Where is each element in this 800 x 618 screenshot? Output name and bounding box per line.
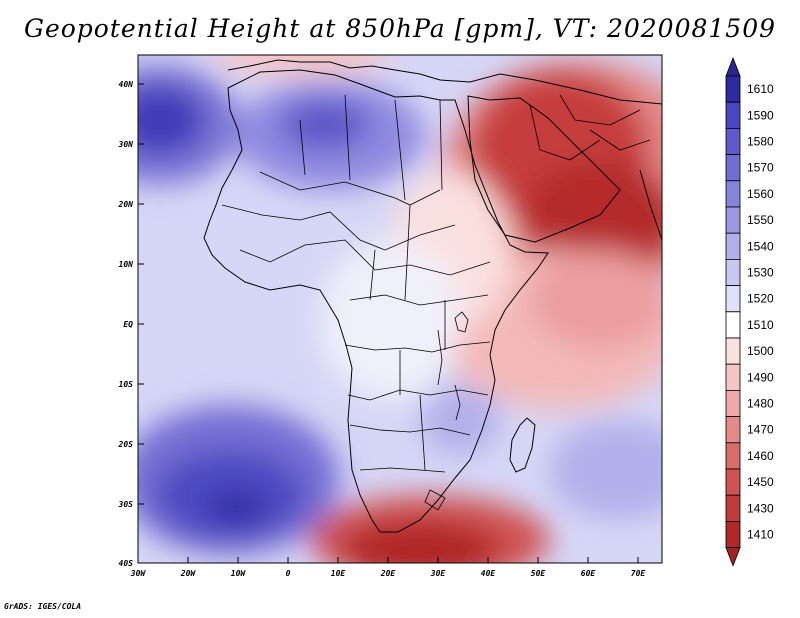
colorbar-label: 1580 xyxy=(747,135,774,149)
colorbar-label: 1430 xyxy=(747,501,774,515)
lon-label: 30W xyxy=(130,569,147,578)
lon-label: 50E xyxy=(531,569,546,578)
colorbar-top-arrow xyxy=(725,56,741,77)
colorbar-label: 1550 xyxy=(747,213,774,227)
lon-label: 30E xyxy=(430,569,446,578)
colorbar-swatch xyxy=(725,101,741,129)
colorbar-swatch xyxy=(725,521,741,549)
lat-label: 10S xyxy=(119,380,134,389)
lat-label: EQ xyxy=(123,320,133,329)
colorbar: 1610 1590 1580 1570 1560 1550 1540 1530 1520 1510… xyxy=(725,56,774,567)
lat-label: 40N xyxy=(119,80,134,89)
colorbar-label: 1450 xyxy=(747,475,774,489)
colorbar-swatch xyxy=(725,206,741,234)
lat-label: 30S xyxy=(118,500,134,509)
lat-label: 30N xyxy=(118,140,134,149)
colorbar-swatch xyxy=(725,127,741,155)
colorbar-label: 1560 xyxy=(747,187,774,201)
lat-label: 20S xyxy=(118,440,134,449)
colorbar-label: 1520 xyxy=(747,292,774,306)
colorbar-label: 1410 xyxy=(747,528,774,542)
colorbar-swatch xyxy=(725,442,741,470)
arabian-peninsula xyxy=(467,95,621,243)
height-field xyxy=(138,55,662,563)
map-title: Geopotential Height at 850hPa [gpm], VT:… xyxy=(23,14,777,43)
lon-label: 70E xyxy=(631,569,646,578)
lon-label: 10W xyxy=(231,569,247,578)
colorbar-swatch xyxy=(725,311,741,339)
colorbar-label: 1500 xyxy=(747,344,774,358)
colorbar-swatch xyxy=(725,258,741,286)
colorbar-bottom-arrow xyxy=(725,547,741,567)
india-coast xyxy=(639,169,662,241)
colorbar-swatch xyxy=(725,416,741,444)
colorbar-swatch xyxy=(725,468,741,496)
latitude-axis: 40N 30N 20N 10N EQ 10S 20S 30S 40S xyxy=(118,80,144,568)
country-borders xyxy=(221,94,651,511)
colorbar-swatch xyxy=(725,285,741,313)
lon-label: 60E xyxy=(581,569,596,578)
lat-label: 40S xyxy=(119,559,134,568)
longitude-axis: 30W 20W 10W 0 10E 20E 30E 40E 50E 60E 70E xyxy=(130,557,646,578)
colorbar-label: 1510 xyxy=(747,318,774,332)
colorbar-label: 1610 xyxy=(747,82,774,96)
colorbar-swatch xyxy=(725,389,741,417)
colorbar-label: 1540 xyxy=(747,239,774,253)
map-frame xyxy=(137,54,663,564)
lon-label: 10E xyxy=(331,569,346,578)
colorbar-label: 1470 xyxy=(747,423,774,437)
lon-label: 20E xyxy=(380,569,396,578)
colorbar-swatch xyxy=(725,154,741,182)
europe-coast xyxy=(227,59,662,105)
colorbar-swatch xyxy=(725,494,741,522)
madagascar xyxy=(509,417,536,473)
colorbar-label: 1460 xyxy=(747,449,774,463)
colorbar-label: 1490 xyxy=(747,370,774,384)
grads-credit: GrADS: IGES/COLA xyxy=(4,602,82,611)
lon-label: 0 xyxy=(286,569,291,578)
colorbar-swatch xyxy=(725,337,741,365)
colorbar-swatch xyxy=(725,75,741,103)
lon-label: 40E xyxy=(481,569,496,578)
lat-label: 10N xyxy=(119,260,134,269)
lat-label: 20N xyxy=(118,200,134,209)
colorbar-label: 1530 xyxy=(747,266,774,280)
colorbar-swatch xyxy=(725,180,741,208)
colorbar-label: 1590 xyxy=(747,108,774,122)
colorbar-swatch xyxy=(725,232,741,260)
lon-label: 20W xyxy=(180,569,197,578)
africa-coastline xyxy=(203,69,549,533)
colorbar-label: 1570 xyxy=(747,161,774,175)
colorbar-label: 1480 xyxy=(747,397,774,411)
coastlines xyxy=(203,59,662,533)
colorbar-swatch xyxy=(725,363,741,391)
great-lakes xyxy=(437,311,469,421)
